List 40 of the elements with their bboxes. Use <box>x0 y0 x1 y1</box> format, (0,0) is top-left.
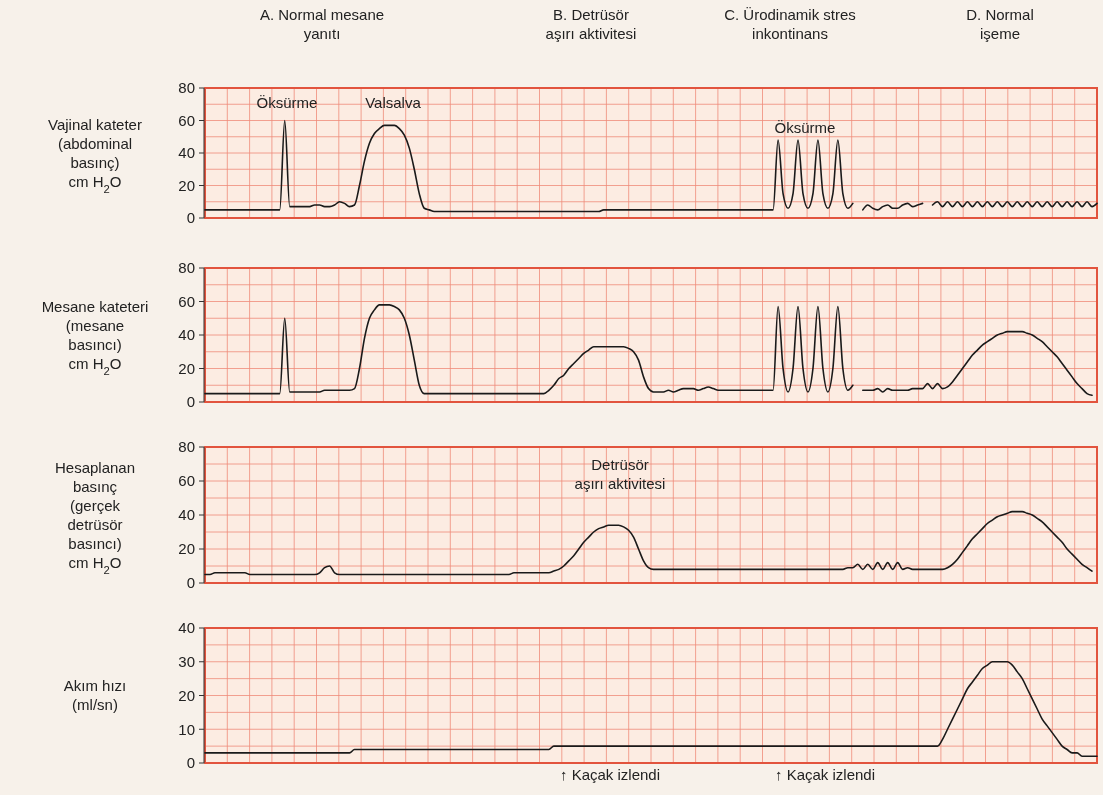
y-tick-label: 0 <box>186 574 195 592</box>
annotation: Valsalva <box>365 94 422 111</box>
text: ↑ Kaçak izlendi <box>559 766 661 783</box>
y-tick-label: 30 <box>178 653 195 670</box>
annotation: Öksürme <box>774 119 836 136</box>
y-tick-label: 60 <box>178 292 195 310</box>
text: C. Ürodinamik stres inkontinans <box>724 6 856 42</box>
y-tick-label: 80 <box>178 259 195 277</box>
y-tick-label: 20 <box>178 686 195 704</box>
line-series <box>204 660 1098 758</box>
y-axis-title: Mesane kateteri (mesane basıncı) cm H$_{2}$O <box>41 297 149 377</box>
text: A. Normal mesane yanıtı <box>259 6 385 42</box>
y-tick-label: 0 <box>186 393 195 411</box>
y-tick-label: 40 <box>178 144 195 162</box>
y-tick-label: 60 <box>178 111 195 129</box>
line-series <box>204 510 1093 576</box>
line-series <box>861 202 924 211</box>
annotation: Detrüsör aşırı aktivitesi <box>574 456 666 492</box>
y-axis-title: Vajinal kateter (abdominal basınç) cm H$_{2}$O <box>48 115 142 195</box>
y-tick-label: 80 <box>178 79 195 97</box>
y-tick-label: 60 <box>178 472 195 490</box>
y-tick-label: 20 <box>178 176 195 194</box>
line-series <box>204 304 854 395</box>
line-series <box>861 330 1093 397</box>
y-tick-label: 0 <box>186 209 195 227</box>
line-series <box>204 119 854 213</box>
y-axis-title: Akım hızı (ml/sn) <box>63 677 127 713</box>
text: B. Detrüsör aşırı aktivitesi <box>545 6 637 42</box>
annotation: Öksürme <box>256 94 318 111</box>
y-tick-label: 80 <box>178 438 195 456</box>
text: D. Normal işeme <box>966 6 1034 42</box>
y-tick-label: 20 <box>178 540 195 558</box>
text: ↑ Kaçak izlendi <box>774 766 876 783</box>
y-axis-title: Hesaplanan basınç (gerçek detrüsör basıncı) cm H$_{2}$O <box>54 458 136 576</box>
y-tick-label: 10 <box>178 720 195 738</box>
y-tick-label: 20 <box>178 359 195 377</box>
y-tick-label: 40 <box>178 619 195 637</box>
y-tick-label: 40 <box>178 326 195 344</box>
y-tick-label: 0 <box>186 754 195 772</box>
y-tick-label: 40 <box>178 506 195 524</box>
